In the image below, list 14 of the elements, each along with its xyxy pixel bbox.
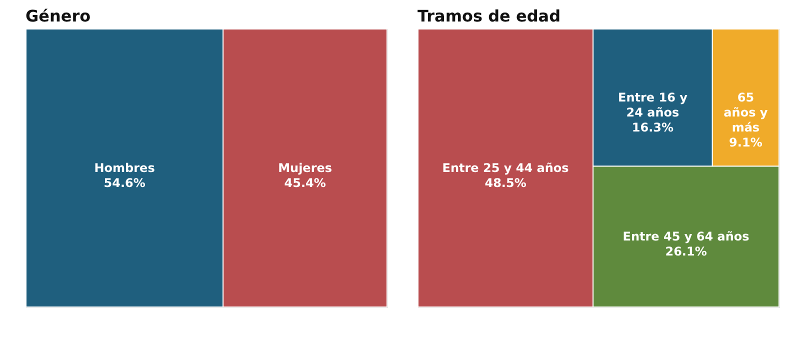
data-label: 16.3% [632,120,674,135]
data-label: 54.6% [104,176,146,190]
category-label: Mujeres [278,161,332,175]
text: Género [26,6,91,26]
category-label: Entre 25 y 44 años [442,161,569,175]
data-label: 26.1% [665,244,707,259]
category-label: Hombres [94,161,155,175]
text: Tramos de edad [418,6,561,26]
category-label: Entre 16 y 24 años [618,90,688,120]
category-label: Entre 45 y 64 años [622,230,750,244]
category-label: 65 años y más [724,90,768,135]
data-label: 48.5% [484,176,526,190]
data-label: 9.1% [729,136,762,150]
data-label: 45.4% [284,176,326,190]
